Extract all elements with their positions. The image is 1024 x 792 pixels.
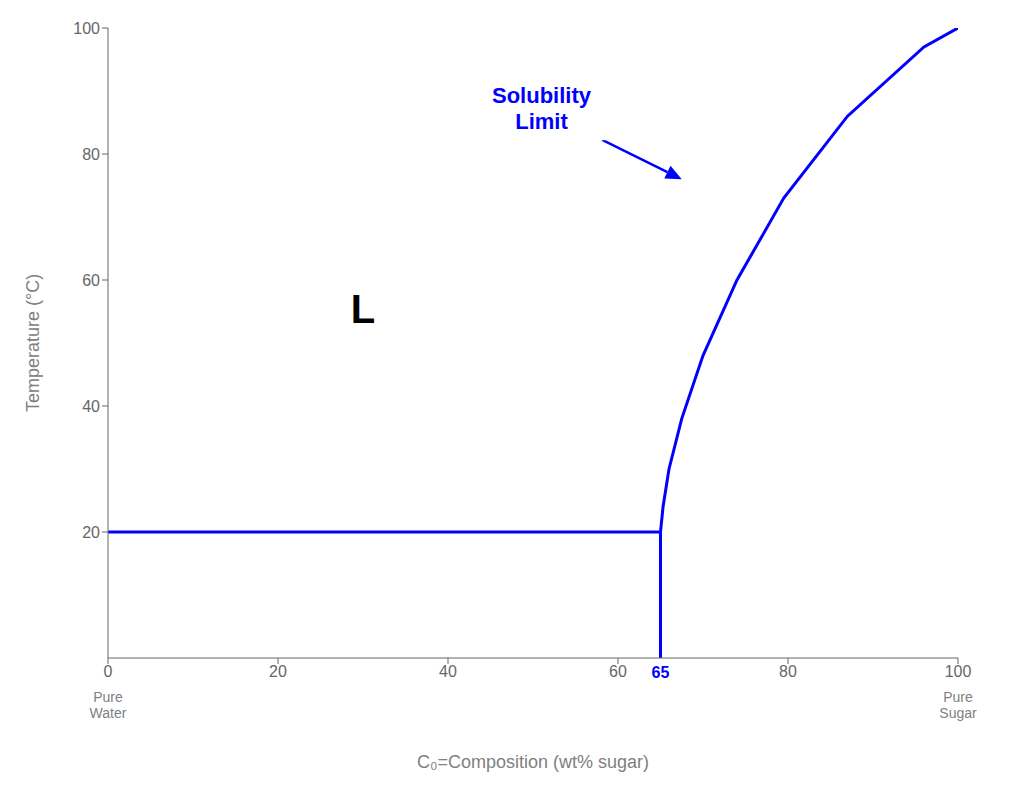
svg-text:100: 100 [945, 663, 972, 680]
svg-text:0: 0 [104, 663, 113, 680]
svg-text:80: 80 [82, 146, 100, 163]
svg-text:PureWater: PureWater [90, 689, 127, 721]
svg-text:100: 100 [73, 20, 100, 37]
svg-text:L: L [351, 286, 375, 330]
svg-text:SolubilityLimit: SolubilityLimit [492, 83, 592, 133]
svg-text:C₀=Composition (wt% sugar): C₀=Composition (wt% sugar) [417, 752, 649, 772]
svg-text:60: 60 [82, 272, 100, 289]
svg-text:60: 60 [609, 663, 627, 680]
svg-text:20: 20 [269, 663, 287, 680]
svg-text:40: 40 [439, 663, 457, 680]
svg-text:40: 40 [82, 398, 100, 415]
svg-text:20: 20 [82, 524, 100, 541]
svg-text:80: 80 [779, 663, 797, 680]
svg-text:Temperature (°C): Temperature (°C) [23, 274, 43, 412]
svg-text:65: 65 [652, 664, 670, 681]
svg-text:PureSugar: PureSugar [939, 689, 977, 721]
